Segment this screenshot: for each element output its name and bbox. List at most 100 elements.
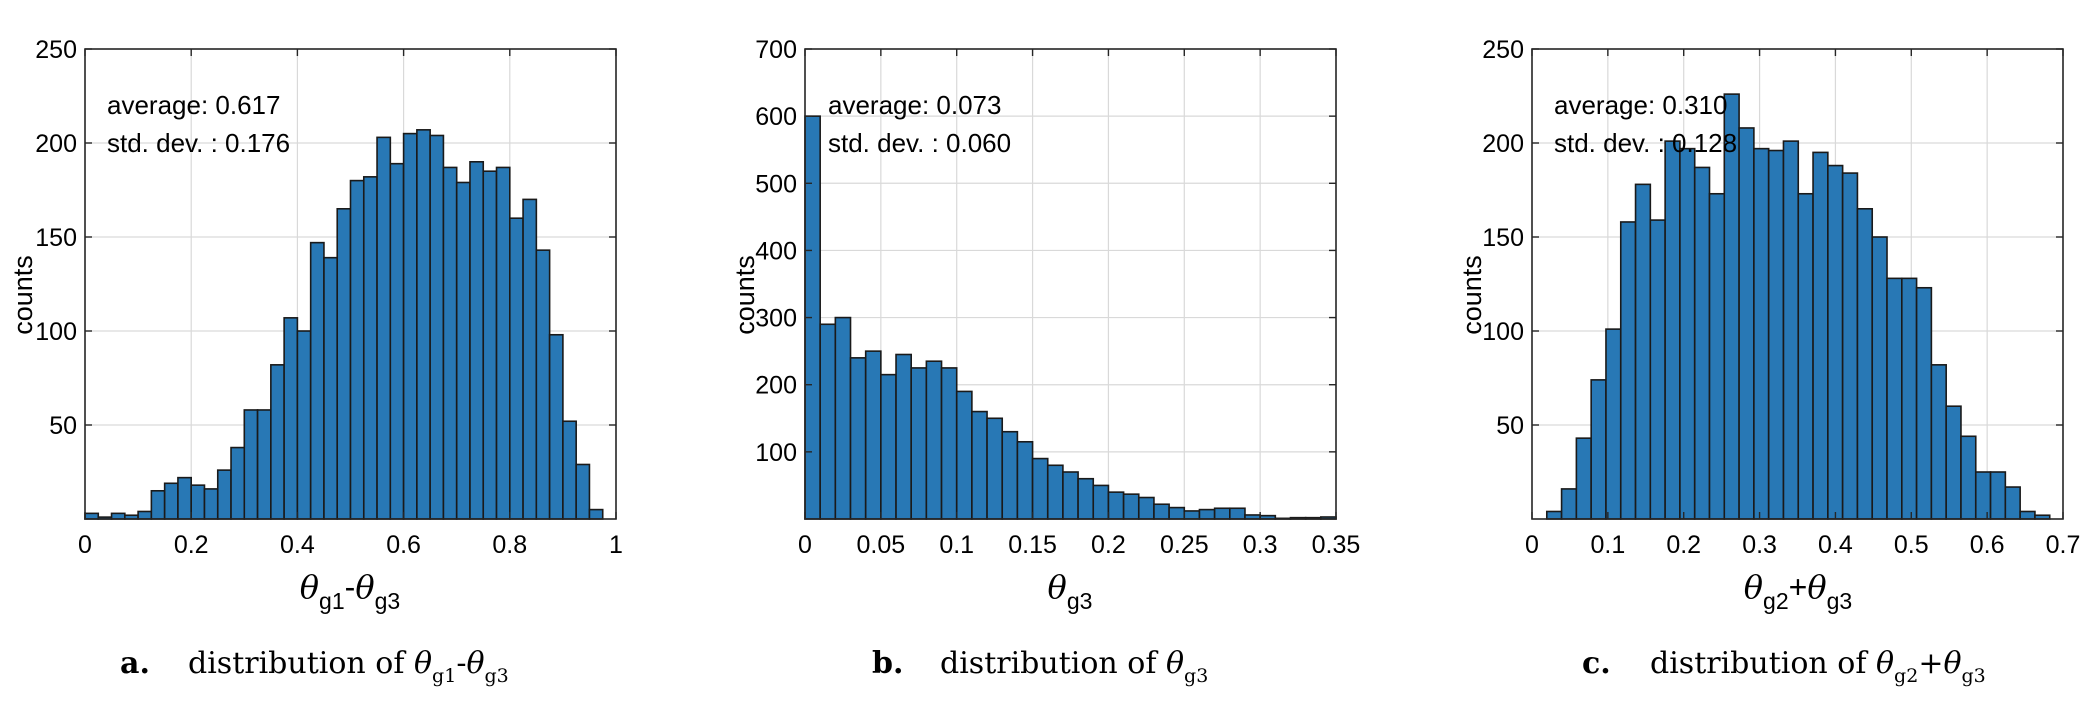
caption-text: distribution of θg1​-θg3​ [188, 646, 509, 687]
std-dev-annotation: std. dev. : 0.176 [107, 128, 290, 158]
histogram-bar [283, 317, 299, 520]
axes-box [1531, 48, 2064, 520]
histogram-bar [84, 512, 100, 520]
histogram-bar [429, 134, 445, 520]
x-tick-label: 0.5 [1894, 531, 1929, 559]
y-tick-label: 150 [35, 224, 77, 252]
histogram-bar [1708, 192, 1726, 520]
y-tick-label: 200 [755, 372, 797, 400]
histogram-bar [1664, 140, 1681, 520]
histogram-bar [1605, 328, 1622, 520]
y-tick-label: 600 [755, 103, 797, 131]
x-tick-label: 1 [609, 531, 623, 559]
histogram-bar [925, 360, 943, 520]
histogram-bar [296, 330, 312, 520]
histogram-bar [508, 217, 524, 520]
histogram-bar [955, 390, 973, 520]
x-tick-label: 0 [78, 531, 92, 559]
y-axis-label: counts [730, 255, 760, 335]
x-axis-label: θg3​ [1048, 568, 1093, 614]
histogram-bar [469, 161, 485, 520]
y-tick-label: 500 [755, 170, 797, 198]
histogram-bar [1137, 496, 1155, 520]
histogram-bar [1767, 149, 1785, 520]
histogram-bar [1738, 127, 1755, 520]
histogram-bar [819, 323, 837, 520]
histogram-bar [1213, 507, 1231, 520]
histogram-bar [1590, 379, 1607, 520]
x-tick-label: 0.6 [1970, 531, 2005, 559]
histogram-bar [1753, 147, 1770, 520]
x-axis-label: θg2​+θg3​ [1744, 568, 1852, 614]
caption-text: distribution of θg3​ [940, 646, 1208, 687]
y-axis-label: counts [8, 255, 38, 335]
histogram-bar [1871, 236, 1888, 520]
x-tick-label: 0.3 [1243, 531, 1278, 559]
histogram-bar [1046, 464, 1064, 520]
histogram-bar [1198, 508, 1216, 520]
histogram-bar [349, 179, 365, 520]
histogram-bar [495, 166, 511, 520]
histogram-panel-1: 00.20.40.60.8150100150200250countsθg1​-θ… [8, 36, 623, 687]
histogram-bar [1545, 510, 1563, 520]
histogram-bar [309, 241, 325, 520]
histogram-bar [910, 367, 928, 520]
histogram-bar [895, 353, 912, 520]
y-tick-label: 300 [755, 305, 797, 333]
histogram-bar [1930, 364, 1947, 520]
y-tick-label: 50 [49, 412, 77, 440]
histogram-bar [849, 357, 867, 520]
histogram-bar [1886, 277, 1903, 520]
x-tick-label: 0.6 [386, 531, 421, 559]
histogram-bar [1168, 506, 1186, 520]
histogram-bar [940, 367, 958, 520]
x-tick-label: 0.8 [492, 531, 527, 559]
histogram-bar [1634, 183, 1652, 520]
histogram-panel-2: 0 0.05 0.1 0.15 0.2 0.25 0.3 0.35 100 200 300 400 50… [730, 36, 1360, 687]
histogram-bar [1560, 488, 1578, 520]
y-tick-label: 100 [1482, 318, 1524, 346]
x-tick-label: 0.2 [1091, 531, 1126, 559]
histogram-bar [482, 170, 498, 520]
histogram-bar [336, 208, 352, 520]
x-tick-label: 0.4 [1818, 531, 1853, 559]
histogram-bar [1031, 457, 1049, 520]
histogram-bar [1183, 510, 1201, 520]
average-annotation: average: 0.073 [828, 90, 1001, 120]
x-tick-label: 0.15 [1008, 531, 1057, 559]
histogram-bar [402, 132, 418, 520]
y-tick-label: 250 [1482, 36, 1524, 64]
histogram-bar [1989, 471, 2007, 520]
histogram-bar [588, 508, 604, 520]
x-axis-label: θg1​-θg3​ [300, 568, 400, 614]
histogram-panel-3: 0 0.1 0.2 0.3 0.4 0.5 0.6 0.7 50 100 150 200 250 coun… [1457, 36, 2080, 687]
histogram-bar [1693, 166, 1711, 520]
histogram-bar [548, 333, 564, 520]
histogram-bar [230, 446, 246, 520]
histogram-bar [2004, 486, 2021, 520]
histogram-bar [1229, 507, 1246, 520]
histogram-bar [416, 129, 431, 520]
histogram-bar [455, 181, 471, 520]
histogram-bar [522, 198, 538, 520]
histogram-bar [864, 350, 882, 520]
x-tick-label: 0.2 [174, 531, 209, 559]
histogram-bar [362, 176, 378, 520]
histogram-bar [1649, 219, 1666, 520]
histogram-bar [1122, 493, 1140, 520]
histogram-bar [1945, 405, 1962, 520]
histogram-bar [1797, 192, 1814, 520]
x-tick-label: 0 [798, 531, 812, 559]
histogram-bar [1915, 286, 1933, 520]
caption-letter: c. [1582, 646, 1611, 681]
histogram-bar [203, 488, 219, 520]
y-tick-label: 100 [35, 318, 77, 346]
histogram-bar [177, 476, 193, 520]
x-tick-label: 0.1 [939, 531, 974, 559]
histogram-bar [1974, 471, 1992, 520]
histogram-bar [243, 409, 259, 520]
histogram-bar [1092, 484, 1110, 520]
x-tick-label: 0.1 [1590, 531, 1625, 559]
histogram-bar [442, 166, 458, 520]
